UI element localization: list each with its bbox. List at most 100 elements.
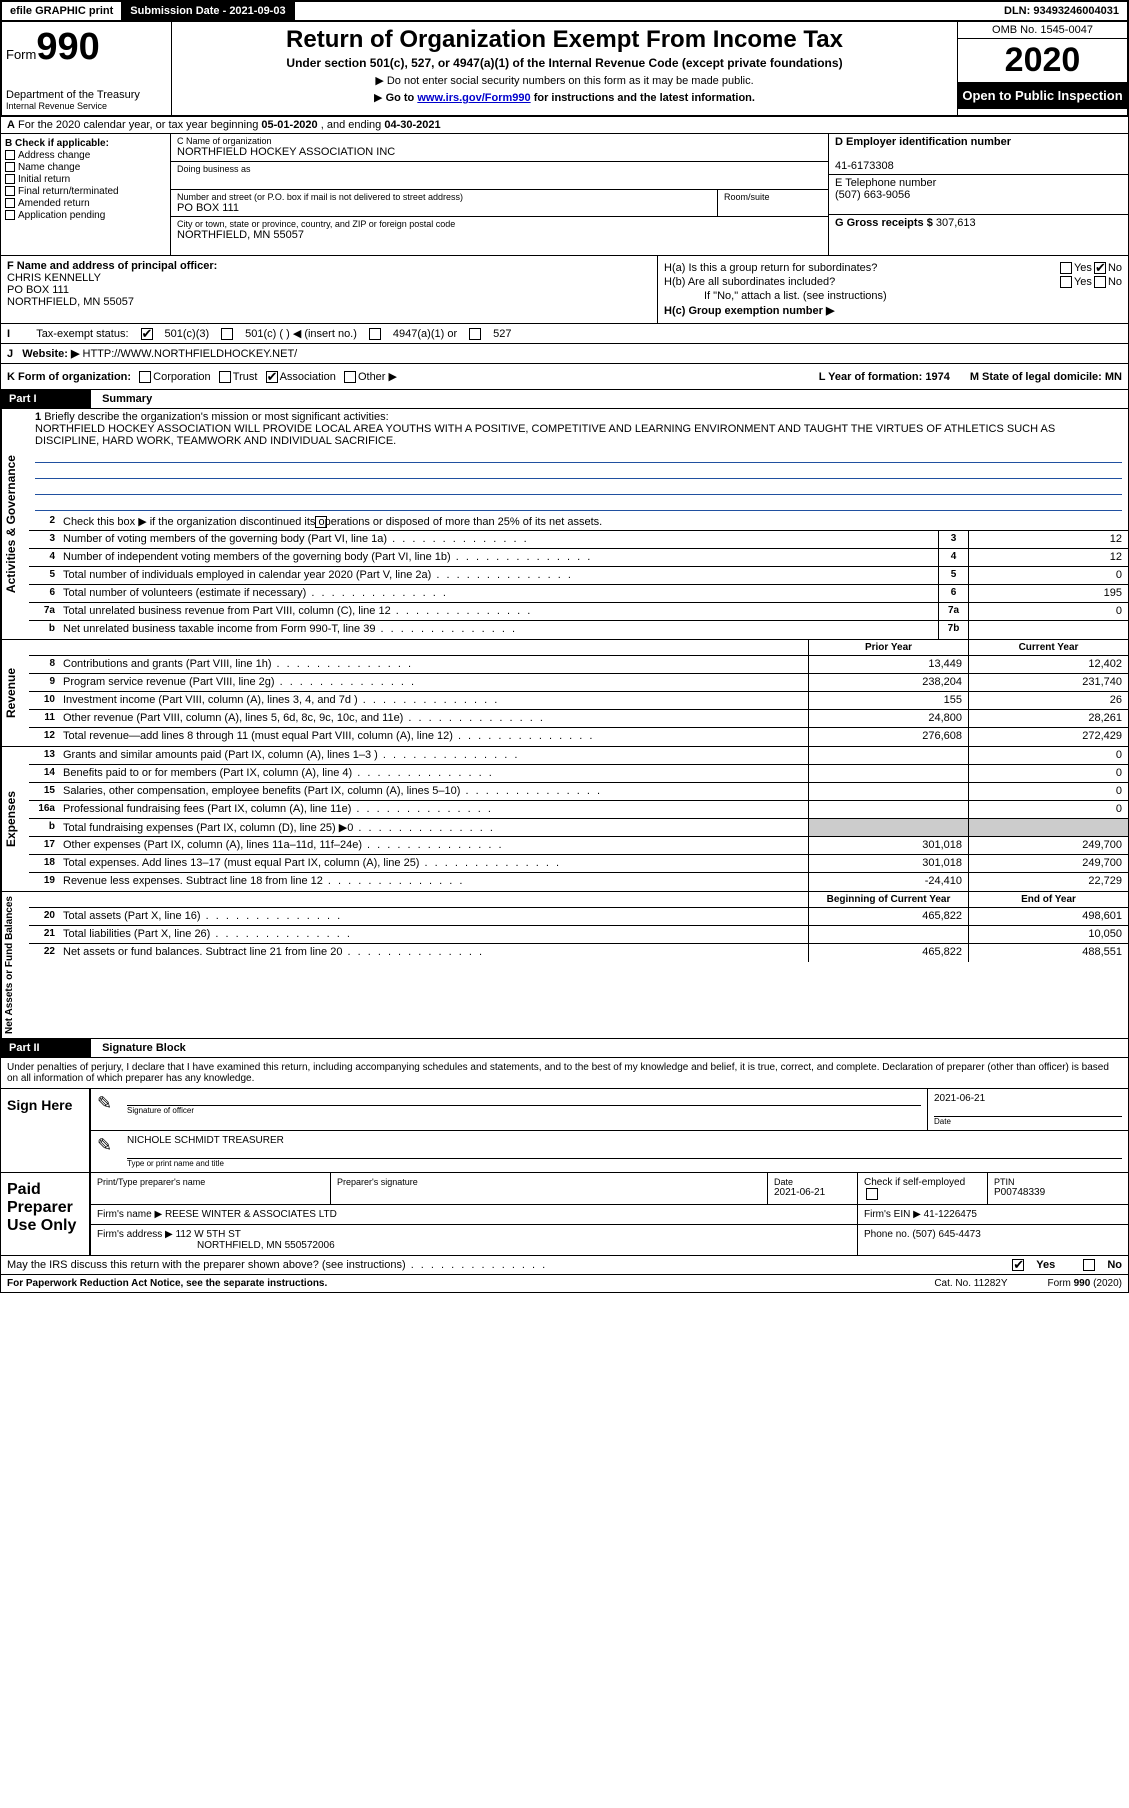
side-activities: Activities & Governance: [1, 409, 29, 639]
line-text: Benefits paid to or for members (Part IX…: [59, 765, 808, 782]
prior-year-value: 155: [808, 692, 968, 709]
line-num: 14: [29, 765, 59, 782]
mission-rule: [35, 481, 1122, 495]
table-row: 10 Investment income (Part VIII, column …: [29, 692, 1128, 710]
line1-num: 1: [35, 411, 41, 423]
cb-app-pending[interactable]: Application pending: [5, 210, 166, 221]
officer-addr1: PO BOX 111: [7, 284, 69, 296]
prep-row3: Firm's address ▶ 112 W 5TH ST NORTHFIELD…: [91, 1225, 1128, 1255]
section-netassets: Net Assets or Fund Balances Beginning of…: [0, 892, 1129, 1039]
city-value: NORTHFIELD, MN 55057: [177, 229, 822, 241]
hb-no: No: [1108, 276, 1122, 288]
line2-text: Check this box ▶ if the organization dis…: [59, 513, 1128, 530]
ha-no-checkbox[interactable]: [1094, 262, 1106, 274]
current-year-value: 272,429: [968, 728, 1128, 746]
cb-final-return[interactable]: Final return/terminated: [5, 186, 166, 197]
website-value[interactable]: HTTP://WWW.NORTHFIELDHOCKEY.NET/: [83, 348, 298, 360]
cb-527[interactable]: [469, 328, 481, 340]
state-domicile: M State of legal domicile: MN: [970, 371, 1122, 383]
cb-discontinued[interactable]: [315, 516, 327, 528]
submission-date-button[interactable]: Submission Date - 2021-09-03: [122, 2, 294, 20]
note-goto: Go to www.irs.gov/Form990 for instructio…: [180, 91, 949, 104]
form-subtitle: Under section 501(c), 527, or 4947(a)(1)…: [180, 56, 949, 70]
cb-address-change[interactable]: Address change: [5, 150, 166, 161]
officer-name: CHRIS KENNELLY: [7, 272, 101, 284]
line-box: 6: [938, 585, 968, 602]
open-public-badge: Open to Public Inspection: [958, 82, 1127, 109]
expenses-body: 13 Grants and similar amounts paid (Part…: [29, 747, 1128, 891]
col-de: D Employer identification number 41-6173…: [828, 134, 1128, 255]
cb-other[interactable]: [344, 371, 356, 383]
discuss-yes: Yes: [1036, 1259, 1055, 1271]
line-num: 16a: [29, 801, 59, 818]
discuss-yes-checkbox[interactable]: [1012, 1259, 1024, 1271]
prep-name-cell: Print/Type preparer's name: [91, 1173, 331, 1204]
line-num: 9: [29, 674, 59, 691]
cb-initial-return[interactable]: Initial return: [5, 174, 166, 185]
prior-year-value: 276,608: [808, 728, 968, 746]
line-text: Other revenue (Part VIII, column (A), li…: [59, 710, 808, 727]
line-text: Total number of individuals employed in …: [59, 567, 938, 584]
prep-date-cell: Date2021-06-21: [768, 1173, 858, 1204]
discuss-no-checkbox[interactable]: [1083, 1259, 1095, 1271]
current-year-value: 249,700: [968, 837, 1128, 854]
line-num: 11: [29, 710, 59, 727]
part1-header: Part I Summary: [0, 390, 1129, 409]
cb-trust[interactable]: [219, 371, 231, 383]
goto-post: for instructions and the latest informat…: [531, 92, 755, 104]
current-year-value: 26: [968, 692, 1128, 709]
part1-title: Summary: [94, 393, 152, 405]
ha-question: H(a) Is this a group return for subordin…: [664, 262, 1058, 274]
part2-header: Part II Signature Block: [0, 1039, 1129, 1058]
prior-year-value: [808, 747, 968, 764]
cb-501c[interactable]: [221, 328, 233, 340]
hb-no-checkbox[interactable]: [1094, 276, 1106, 288]
line-value: [968, 621, 1128, 639]
cb-assoc[interactable]: [266, 371, 278, 383]
cb-501c3[interactable]: [141, 328, 153, 340]
side-expenses: Expenses: [1, 747, 29, 891]
ha-yes-checkbox[interactable]: [1060, 262, 1072, 274]
cb-name-change[interactable]: Name change: [5, 162, 166, 173]
form-number: Form990: [6, 26, 167, 69]
efile-label[interactable]: efile GRAPHIC print: [2, 2, 122, 20]
block-bcde: B Check if applicable: Address change Na…: [0, 134, 1129, 256]
hb-yes-checkbox[interactable]: [1060, 276, 1072, 288]
sign-here-body: ✎ Signature of officer 2021-06-21 Date ✎…: [91, 1089, 1128, 1172]
row-j: J Website: ▶ HTTP://WWW.NORTHFIELDHOCKEY…: [0, 344, 1129, 364]
form-header: Form990 Department of the Treasury Inter…: [0, 22, 1129, 117]
officer-printed-name: NICHOLE SCHMIDT TREASURER: [127, 1135, 284, 1146]
paid-preparer-grid: Paid Preparer Use Only Print/Type prepar…: [0, 1173, 1129, 1256]
prep-row1: Print/Type preparer's name Preparer's si…: [91, 1173, 1128, 1205]
opt-501c: 501(c) ( ) ◀ (insert no.): [245, 327, 357, 340]
cb-self-employed[interactable]: [866, 1188, 878, 1200]
current-year-value: 498,601: [968, 908, 1128, 925]
line-text: Number of voting members of the governin…: [59, 531, 938, 548]
org-name: NORTHFIELD HOCKEY ASSOCIATION INC: [177, 146, 822, 158]
form-num-big: 990: [36, 26, 99, 68]
opt-assoc: Association: [280, 371, 336, 383]
omb-number: OMB No. 1545-0047: [958, 22, 1127, 39]
cb-amended[interactable]: Amended return: [5, 198, 166, 209]
irs-link[interactable]: www.irs.gov/Form990: [417, 92, 530, 104]
line-value: 12: [968, 531, 1128, 548]
side-netassets: Net Assets or Fund Balances: [1, 892, 29, 1038]
cb-4947[interactable]: [369, 328, 381, 340]
prior-year-value: [808, 801, 968, 818]
line-box: 4: [938, 549, 968, 566]
signature-declaration: Under penalties of perjury, I declare th…: [0, 1058, 1129, 1089]
opt-corp: Corporation: [153, 371, 210, 383]
pen-icon: ✎: [91, 1131, 121, 1172]
current-year-value: 0: [968, 801, 1128, 818]
prior-year-value: 465,822: [808, 944, 968, 962]
table-row: 4 Number of independent voting members o…: [29, 549, 1128, 567]
ty-begin: 05-01-2020: [261, 119, 317, 131]
org-name-label: C Name of organization: [177, 136, 822, 146]
prior-year-value: [808, 926, 968, 943]
table-row: 13 Grants and similar amounts paid (Part…: [29, 747, 1128, 765]
ty-end: 04-30-2021: [384, 119, 440, 131]
cb-corp[interactable]: [139, 371, 151, 383]
line-text: Total assets (Part X, line 16): [59, 908, 808, 925]
top-bar: efile GRAPHIC print Submission Date - 20…: [0, 0, 1129, 22]
ha-row: H(a) Is this a group return for subordin…: [664, 262, 1122, 274]
